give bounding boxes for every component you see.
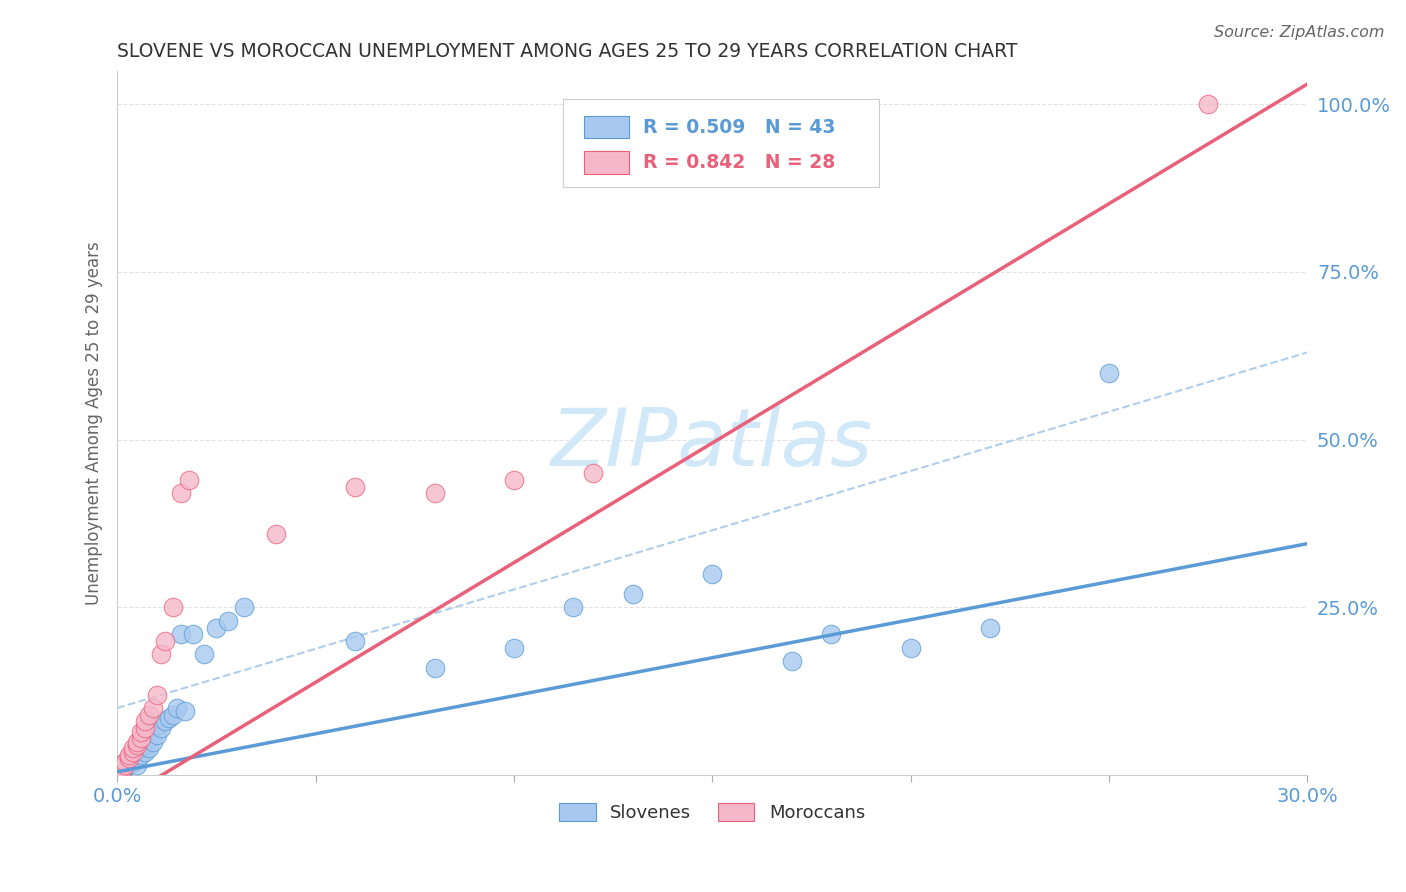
Point — [233, 600, 256, 615]
Point — [502, 640, 524, 655]
Point — [157, 711, 180, 725]
Point — [1197, 97, 1219, 112]
Point — [125, 738, 148, 752]
Point — [423, 661, 446, 675]
FancyBboxPatch shape — [583, 116, 628, 138]
Point — [502, 473, 524, 487]
Point — [125, 745, 148, 759]
Point — [134, 721, 156, 735]
Point — [125, 734, 148, 748]
Point — [114, 758, 136, 772]
Point — [344, 480, 367, 494]
Point — [118, 751, 141, 765]
Point — [134, 714, 156, 729]
Point — [149, 721, 172, 735]
Point — [217, 614, 239, 628]
Point — [129, 731, 152, 746]
Point — [177, 473, 200, 487]
Point — [110, 764, 132, 779]
Point — [114, 755, 136, 769]
Point — [122, 741, 145, 756]
Point — [134, 745, 156, 759]
Point — [205, 621, 228, 635]
Point — [118, 751, 141, 765]
Point — [562, 600, 585, 615]
Point — [146, 728, 169, 742]
Point — [181, 627, 204, 641]
Point — [129, 747, 152, 762]
Point — [138, 741, 160, 756]
Text: SLOVENE VS MOROCCAN UNEMPLOYMENT AMONG AGES 25 TO 29 YEARS CORRELATION CHART: SLOVENE VS MOROCCAN UNEMPLOYMENT AMONG A… — [117, 42, 1018, 61]
Point — [129, 724, 152, 739]
Point — [1098, 366, 1121, 380]
Point — [193, 648, 215, 662]
Point — [134, 738, 156, 752]
Point — [149, 648, 172, 662]
Point — [153, 634, 176, 648]
Point — [110, 764, 132, 779]
Point — [173, 705, 195, 719]
Point — [125, 751, 148, 765]
Point — [702, 566, 724, 581]
Text: ZIPatlas: ZIPatlas — [551, 405, 873, 483]
Point — [118, 747, 141, 762]
Point — [169, 627, 191, 641]
Point — [114, 755, 136, 769]
Point — [146, 688, 169, 702]
Text: R = 0.842   N = 28: R = 0.842 N = 28 — [643, 153, 835, 172]
Point — [153, 714, 176, 729]
Point — [122, 745, 145, 759]
Point — [118, 758, 141, 772]
Point — [162, 707, 184, 722]
Point — [122, 755, 145, 769]
Point — [264, 526, 287, 541]
Point — [582, 467, 605, 481]
Text: R = 0.509   N = 43: R = 0.509 N = 43 — [643, 118, 835, 136]
Point — [820, 627, 842, 641]
Point — [780, 654, 803, 668]
Point — [110, 758, 132, 772]
Point — [125, 758, 148, 772]
Point — [142, 734, 165, 748]
Point — [122, 747, 145, 762]
Point — [169, 486, 191, 500]
Point — [423, 486, 446, 500]
FancyBboxPatch shape — [583, 151, 628, 174]
Y-axis label: Unemployment Among Ages 25 to 29 years: Unemployment Among Ages 25 to 29 years — [86, 241, 103, 605]
Point — [110, 761, 132, 775]
Point — [162, 600, 184, 615]
Point — [138, 707, 160, 722]
FancyBboxPatch shape — [564, 99, 879, 187]
Legend: Slovenes, Moroccans: Slovenes, Moroccans — [553, 796, 872, 830]
Point — [344, 634, 367, 648]
Point — [146, 718, 169, 732]
Point — [114, 761, 136, 775]
Point — [142, 701, 165, 715]
Point — [129, 741, 152, 756]
Point — [166, 701, 188, 715]
Point — [621, 587, 644, 601]
Point — [979, 621, 1001, 635]
Point — [900, 640, 922, 655]
Point — [138, 731, 160, 746]
Text: Source: ZipAtlas.com: Source: ZipAtlas.com — [1215, 25, 1385, 40]
